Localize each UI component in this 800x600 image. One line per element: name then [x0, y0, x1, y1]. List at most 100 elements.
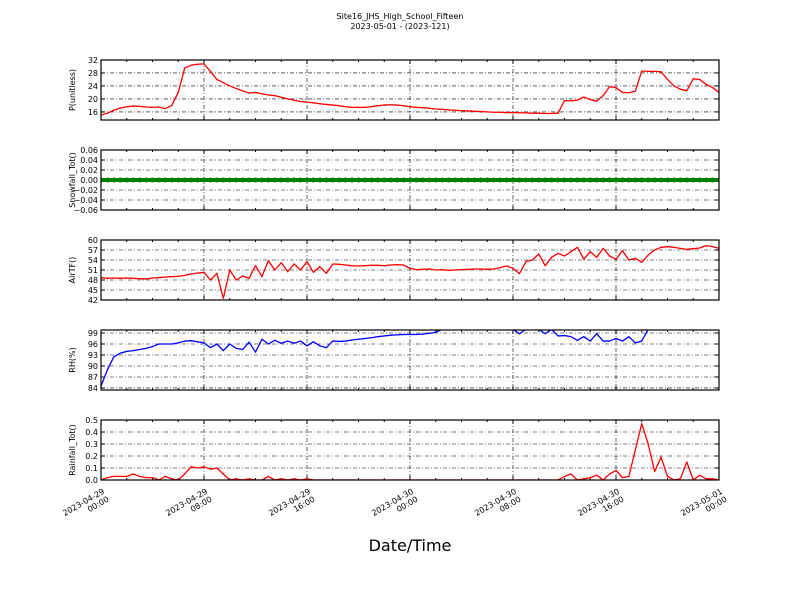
data-point [448, 269, 450, 271]
data-point [583, 258, 585, 260]
data-point [660, 246, 662, 248]
data-point [467, 268, 469, 270]
data-point [130, 177, 136, 183]
data-point [647, 443, 649, 445]
y-tick-label: 42 [88, 296, 98, 305]
data-point [248, 341, 250, 343]
data-point [390, 264, 392, 266]
data-point [589, 98, 591, 101]
data-point [304, 177, 310, 183]
data-point [151, 106, 154, 108]
axes-frame [100, 59, 720, 121]
data-point [652, 177, 658, 183]
data-point [182, 177, 188, 183]
data-point [259, 177, 265, 183]
data-point [209, 70, 212, 72]
data-point [203, 271, 205, 273]
y-tick-label: 16 [88, 108, 98, 117]
data-point [402, 105, 405, 107]
data-point [274, 269, 276, 271]
data-point [480, 268, 482, 270]
data-point [222, 82, 224, 84]
data-point [106, 369, 109, 371]
data-point [460, 269, 463, 271]
data-point [383, 265, 385, 267]
data-point [401, 177, 407, 183]
data-point [679, 478, 681, 480]
data-point [626, 177, 632, 183]
data-point [671, 177, 677, 183]
x-tick-label: 2023-04-3000:00 [370, 487, 419, 526]
data-point [686, 461, 688, 463]
data-point [486, 268, 488, 270]
data-point [229, 269, 231, 271]
data-point [132, 105, 134, 107]
data-point [291, 177, 297, 183]
data-point [452, 177, 458, 183]
y-tick-label: 0.00 [80, 176, 98, 185]
data-point [665, 177, 670, 183]
data-point [126, 350, 128, 352]
data-point [574, 177, 580, 183]
data-point [126, 277, 128, 279]
series [101, 63, 719, 116]
data-point [641, 261, 643, 263]
data-point [628, 336, 630, 338]
data-point [589, 340, 591, 342]
data-point [711, 246, 714, 248]
data-point [518, 112, 521, 114]
data-point [119, 277, 121, 279]
data-point [312, 341, 315, 343]
data-point [287, 340, 289, 342]
data-point [312, 271, 315, 273]
panel-2: −0.06−0.04−0.020.000.020.040.06Snowfall_… [68, 146, 720, 215]
data-point [615, 337, 617, 340]
data-point [299, 340, 302, 342]
data-point [254, 351, 257, 353]
data-point [402, 264, 405, 266]
data-point [312, 102, 315, 104]
data-point [544, 265, 546, 267]
data-point [332, 340, 334, 342]
data-point [201, 177, 207, 183]
data-point [409, 267, 411, 269]
data-point [254, 265, 257, 267]
data-point [272, 177, 278, 183]
data-point [596, 100, 598, 102]
data-point [562, 177, 567, 183]
data-point [621, 250, 624, 252]
data-point [280, 262, 282, 264]
data-point [171, 343, 173, 345]
data-point [306, 478, 308, 480]
y-tick-label: −0.06 [73, 206, 98, 215]
y-tick-label: 84 [88, 384, 98, 393]
data-point [641, 340, 643, 342]
data-point [570, 336, 572, 338]
x-tick-label: 2023-04-3016:00 [576, 487, 625, 526]
data-point [589, 251, 591, 253]
data-point [240, 177, 246, 183]
data-point [632, 177, 638, 183]
data-point [265, 177, 271, 183]
data-point [298, 177, 304, 183]
data-point [422, 107, 424, 109]
data-point [278, 177, 284, 183]
y-tick-label: 24 [88, 82, 98, 91]
data-point [690, 177, 696, 183]
data-point [150, 177, 155, 183]
data-point [216, 78, 218, 81]
data-point [139, 348, 141, 351]
y-tick-label: −0.04 [73, 196, 98, 205]
data-point [390, 104, 392, 106]
data-point [716, 177, 719, 183]
y-tick-label: 54 [88, 256, 98, 265]
data-point [336, 177, 342, 183]
data-point [143, 177, 149, 183]
data-point [254, 91, 257, 94]
data-point [703, 177, 709, 183]
data-point [497, 177, 503, 183]
data-point [351, 265, 353, 267]
x-tick-label: 2023-05-0100:00 [679, 487, 728, 526]
axes-frame [100, 419, 720, 481]
data-point [613, 177, 619, 183]
